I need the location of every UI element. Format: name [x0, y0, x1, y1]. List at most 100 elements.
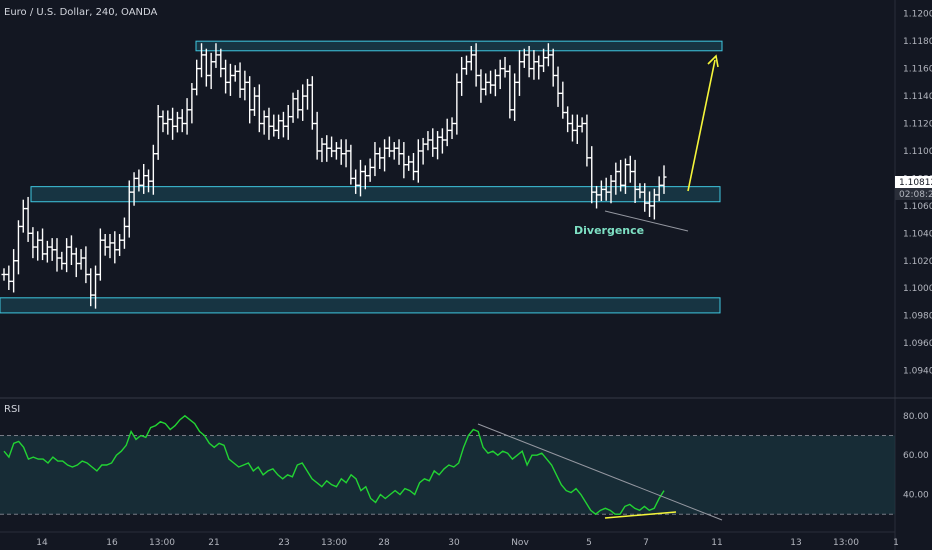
- price-bar: [647, 191, 653, 217]
- time-axis[interactable]: 14 16 13:00 21 23 13:00 28 30 Nov 5 7 11 13 13:00 1: [36, 538, 899, 548]
- price-bar: [459, 56, 465, 96]
- price-bar: [637, 183, 643, 199]
- price-bar: [40, 228, 46, 261]
- price-bar: [483, 73, 489, 96]
- price-bar: [59, 251, 65, 270]
- price-bar: [223, 59, 229, 94]
- rsi-title: RSI: [4, 404, 20, 415]
- time-tick-label: 13: [790, 538, 801, 548]
- price-bar: [439, 128, 445, 154]
- price-bar: [218, 48, 224, 78]
- lower-support-zone[interactable]: [0, 297, 721, 314]
- last-price-badge: 1.10812 02:08:24: [895, 176, 932, 200]
- price-tick-label: 1.12000: [903, 10, 932, 20]
- price-bar: [430, 128, 436, 157]
- price-bar: [512, 73, 518, 121]
- price-bar: [569, 114, 575, 142]
- price-tick-label: 1.09800: [903, 312, 932, 322]
- price-bar: [584, 114, 590, 167]
- price-bar: [78, 249, 84, 270]
- divergence-label: Divergence: [574, 224, 644, 237]
- price-bar: [309, 76, 315, 130]
- price-bar: [329, 136, 335, 158]
- price-bar: [35, 231, 41, 261]
- price-bar: [44, 240, 50, 263]
- rsi-trendline[interactable]: [477, 423, 723, 521]
- price-bar: [20, 199, 26, 233]
- price-bar: [521, 48, 527, 68]
- price-bar: [165, 110, 171, 135]
- price-bar: [449, 117, 455, 140]
- price-bar: [199, 43, 205, 78]
- time-tick-label: 13:00: [321, 538, 347, 548]
- price-bar: [627, 155, 633, 183]
- price-bar: [300, 84, 306, 121]
- price-bar: [324, 135, 330, 162]
- price-bar: [256, 84, 262, 133]
- price-bar: [502, 56, 508, 78]
- target-arrow[interactable]: [687, 54, 719, 192]
- price-bar: [232, 65, 238, 82]
- price-bar: [295, 89, 301, 119]
- rsi-tick-label: 80.00: [903, 412, 929, 422]
- support-zone[interactable]: [30, 186, 721, 203]
- price-bar: [276, 114, 282, 140]
- price-bar: [555, 66, 561, 107]
- price-tick-label: 1.11800: [903, 37, 932, 47]
- price-bar: [367, 158, 373, 182]
- price-bar: [155, 104, 161, 160]
- price-bar: [353, 169, 359, 194]
- price-bar: [237, 62, 243, 98]
- rsi-axis[interactable]: 80.00 60.00 40.00: [903, 412, 929, 501]
- price-bar: [319, 137, 325, 163]
- price-bar: [632, 159, 638, 203]
- price-bar: [333, 142, 339, 160]
- price-zones: [0, 40, 723, 314]
- price-bar: [97, 228, 103, 281]
- price-bar: [271, 114, 277, 137]
- price-bar: [131, 172, 137, 206]
- price-tick-label: 1.10600: [903, 202, 932, 212]
- rsi-tick-label: 40.00: [903, 491, 929, 501]
- time-tick-label: 13:00: [149, 538, 175, 548]
- divergence-trendline[interactable]: [604, 210, 689, 232]
- time-tick-label: 1: [893, 538, 899, 548]
- price-bar: [266, 107, 272, 140]
- price-bar: [656, 176, 662, 202]
- price-bar: [618, 159, 624, 192]
- price-bar: [661, 165, 667, 194]
- price-bar: [314, 111, 320, 160]
- price-bar: [252, 87, 258, 116]
- countdown-value: 02:08:24: [899, 190, 932, 200]
- price-tick-label: 1.11400: [903, 92, 932, 102]
- time-tick-label: 23: [278, 538, 289, 548]
- price-bar: [382, 139, 388, 172]
- price-tick-label: 1.10000: [903, 284, 932, 294]
- price-bar: [11, 249, 17, 293]
- price-bar: [305, 78, 311, 110]
- price-bar: [343, 139, 349, 168]
- price-bar: [179, 109, 185, 133]
- price-bar: [357, 159, 363, 197]
- rsi-band: [0, 435, 895, 515]
- price-bar: [49, 238, 55, 261]
- rsi-support-line[interactable]: [604, 511, 677, 519]
- price-bar: [203, 48, 209, 87]
- time-tick-label: 28: [378, 538, 390, 548]
- resistance-zone[interactable]: [195, 40, 723, 52]
- price-bar: [189, 83, 195, 124]
- price-bar: [141, 164, 147, 194]
- price-bar: [478, 69, 484, 103]
- price-bar: [565, 106, 571, 133]
- chart-title: Euro / U.S. Dollar, 240, OANDA: [4, 7, 158, 18]
- time-tick-label: 5: [586, 538, 592, 548]
- price-bar: [285, 104, 291, 140]
- rsi-line: [3, 414, 665, 516]
- price-tick-label: 1.11000: [903, 147, 932, 157]
- price-bar: [516, 50, 522, 96]
- price-bar: [247, 76, 253, 124]
- price-bar: [73, 247, 79, 278]
- price-bar: [126, 180, 132, 238]
- price-bar: [608, 174, 614, 204]
